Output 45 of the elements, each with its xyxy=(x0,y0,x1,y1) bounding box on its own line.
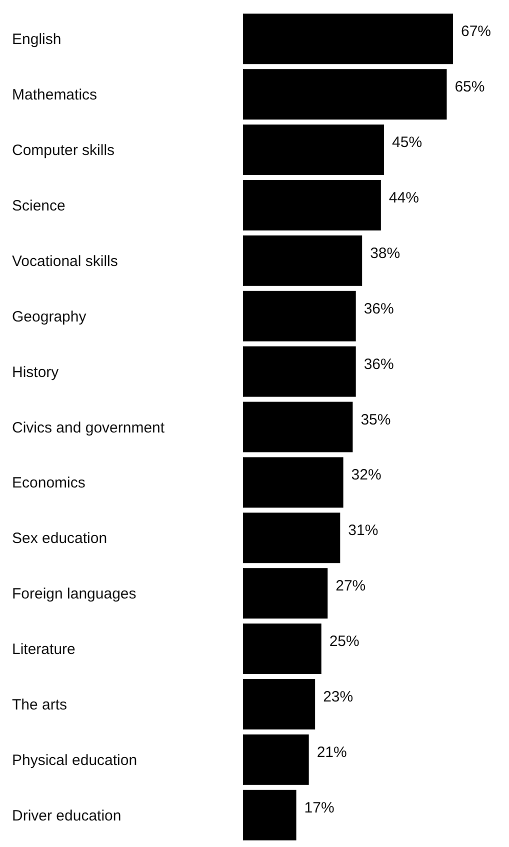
data-label: 38% xyxy=(370,244,400,262)
data-label: 36% xyxy=(364,356,394,373)
bar xyxy=(243,69,447,120)
y-tick-label: Computer skills xyxy=(12,142,115,160)
bar xyxy=(243,180,381,230)
bar xyxy=(243,678,316,730)
data-label: 32% xyxy=(351,466,382,484)
bar xyxy=(243,568,328,619)
y-tick-label: Mathematics xyxy=(12,86,98,104)
data-label: 44% xyxy=(388,189,419,206)
y-tick-label: Sex education xyxy=(12,530,108,548)
y-tick-label: Foreign languages xyxy=(12,586,136,603)
bar xyxy=(243,790,296,840)
y-tick-label: Geography xyxy=(12,308,87,326)
data-label: 25% xyxy=(329,633,360,650)
bar xyxy=(243,734,309,785)
bar xyxy=(243,290,356,342)
data-label: 35% xyxy=(360,411,391,428)
data-label: 17% xyxy=(304,799,334,816)
data-label: 23% xyxy=(323,688,354,706)
y-tick-label: Vocational skills xyxy=(12,252,118,270)
data-label: 31% xyxy=(348,522,378,540)
y-tick-label: Civics and government xyxy=(12,419,166,436)
data-label: 21% xyxy=(316,744,347,761)
bar xyxy=(243,512,340,564)
bar xyxy=(243,457,344,508)
bar xyxy=(243,624,322,674)
bar xyxy=(243,402,353,452)
data-label: 27% xyxy=(336,578,366,595)
y-tick-label: Physical education xyxy=(12,752,138,769)
bar xyxy=(243,14,453,64)
y-tick-label: The arts xyxy=(12,696,68,714)
bar xyxy=(243,235,362,286)
y-tick-label: Literature xyxy=(12,641,76,658)
data-label: 67% xyxy=(461,23,492,40)
y-tick-label: Economics xyxy=(12,474,86,492)
y-tick-label: History xyxy=(12,364,60,381)
y-tick-label: English xyxy=(12,31,62,48)
data-label: 65% xyxy=(454,78,485,96)
bar xyxy=(243,346,356,397)
data-label: 45% xyxy=(392,134,422,152)
data-label: 36% xyxy=(364,300,394,318)
y-tick-label: Science xyxy=(12,197,66,214)
y-tick-label: Driver education xyxy=(12,807,122,824)
bar xyxy=(243,124,384,176)
